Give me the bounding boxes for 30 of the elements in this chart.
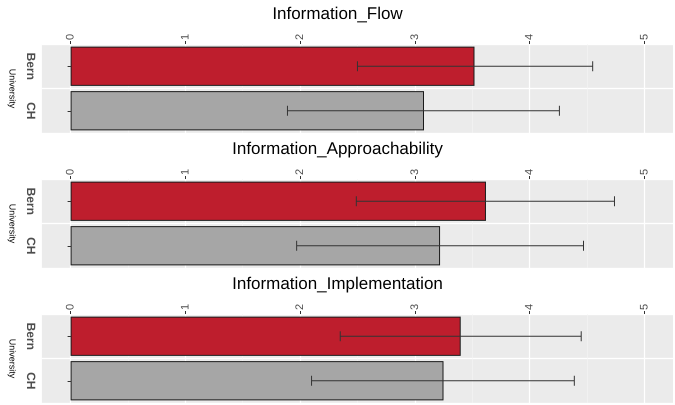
x-tick-label: 5 [638, 168, 650, 175]
chart-title: Information_Approachability [232, 139, 444, 158]
chart-title: Information_Implementation [232, 274, 443, 293]
chart-title: Information_Flow [272, 4, 404, 23]
x-tick-label: 3 [408, 168, 421, 175]
x-tick-label: 4 [524, 304, 536, 310]
x-tick-label: 1 [179, 304, 192, 310]
x-tick-label: 0 [64, 304, 77, 310]
y-tick-label: CH [24, 237, 38, 254]
y-axis-title: University [8, 338, 18, 379]
x-tick-label: 5 [638, 304, 650, 310]
x-tick-label: 1 [179, 34, 192, 40]
y-tick-label: Bern [24, 52, 38, 80]
y-tick-label: Bern [24, 322, 38, 350]
y-tick-label: Bern [24, 188, 38, 215]
x-tick-label: 4 [524, 168, 536, 175]
y-tick-label: CH [24, 372, 38, 390]
x-tick-label: 3 [408, 304, 421, 310]
x-tick-label: 3 [408, 34, 421, 40]
x-tick-label: 2 [294, 304, 306, 310]
y-axis-title: University [8, 68, 18, 109]
x-tick-label: 0 [64, 34, 77, 40]
x-tick-label: 0 [64, 168, 77, 175]
y-axis-title: University [8, 204, 18, 244]
x-tick-label: 4 [524, 34, 536, 40]
y-tick-label: CH [24, 102, 38, 120]
x-tick-label: 1 [179, 168, 192, 175]
x-tick-label: 2 [294, 168, 306, 175]
x-tick-label: 2 [294, 34, 306, 40]
x-tick-label: 5 [638, 34, 650, 40]
